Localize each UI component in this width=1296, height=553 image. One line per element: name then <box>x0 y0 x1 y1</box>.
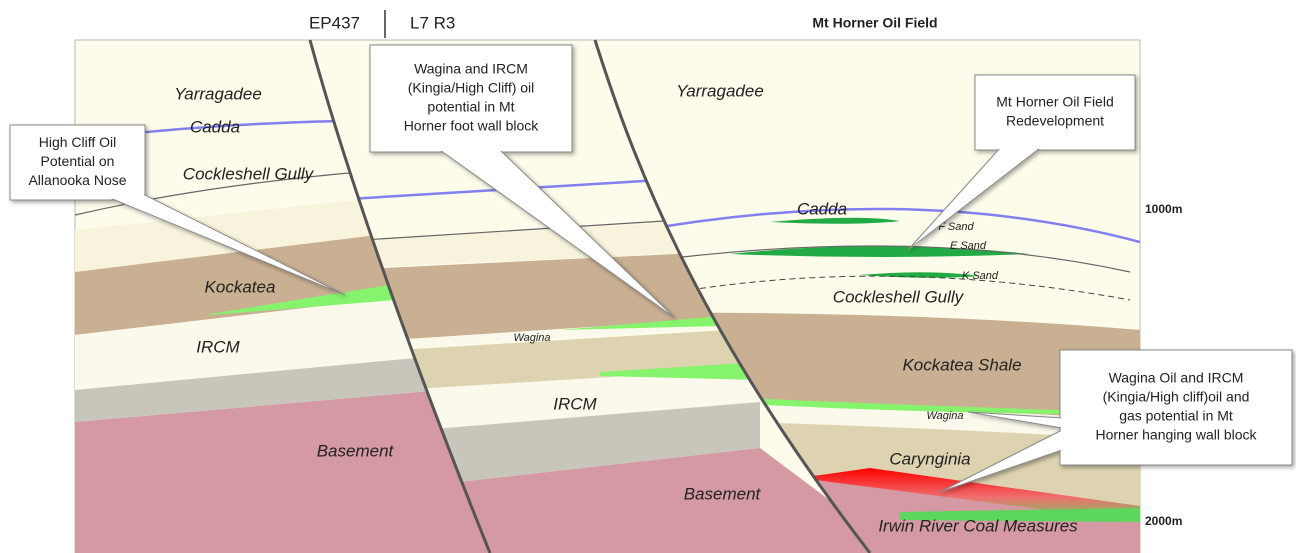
formation-label: Wagina <box>926 410 963 422</box>
callout-text: High Cliff Oil <box>39 134 117 150</box>
formation-label: IRCM <box>196 337 240 356</box>
callout-text: Potential on <box>41 153 115 169</box>
formation-label: Kockatea Shale <box>902 355 1021 374</box>
formation-label: Kockatea <box>205 277 276 296</box>
depth-label: 2000m <box>1145 514 1182 528</box>
callout-text: Allanooka Nose <box>28 172 126 188</box>
callout-text: Horner foot wall block <box>404 118 540 134</box>
callout-text: (Kingia/High cliff)oil and <box>1103 389 1250 405</box>
formation-label: Yarragadee <box>174 84 262 103</box>
callout-text: Mt Horner Oil Field <box>996 94 1113 110</box>
formation-label: Basement <box>684 484 762 503</box>
formation-label: Yarragadee <box>676 81 764 100</box>
block-label: L7 R3 <box>410 13 455 32</box>
formation-label: Irwin River Coal Measures <box>878 516 1078 535</box>
callout-text: potential in Mt <box>427 99 514 115</box>
formation-label: E Sand <box>950 240 987 252</box>
formation-label: Wagina <box>513 332 550 344</box>
callout-text: Horner hanging wall block <box>1095 427 1257 443</box>
formation-label: Cadda <box>797 199 847 218</box>
formation-label: K Sand <box>962 270 999 282</box>
callout-text: gas potential in Mt <box>1119 408 1233 424</box>
section-title: Mt Horner Oil Field <box>812 15 937 31</box>
callout-text: (Kingia/High Cliff) oil <box>408 80 535 96</box>
depth-label: 1000m <box>1145 202 1182 216</box>
callout-text: Wagina and IRCM <box>414 61 528 77</box>
cross-section: EP437 L7 R3 Mt Horner Oil Field 1000m 20… <box>0 0 1296 553</box>
formation-label: Carynginia <box>889 449 970 468</box>
formation-label: Basement <box>317 441 395 460</box>
formation-label: Cadda <box>190 117 240 136</box>
formation-label: Cockleshell Gully <box>833 287 965 306</box>
block-label: EP437 <box>309 13 360 32</box>
formation-label: IRCM <box>553 394 597 413</box>
callout-text: Wagina Oil and IRCM <box>1109 370 1244 386</box>
formation-label: Cockleshell Gully <box>183 164 315 183</box>
callout-text: Redevelopment <box>1006 113 1104 129</box>
